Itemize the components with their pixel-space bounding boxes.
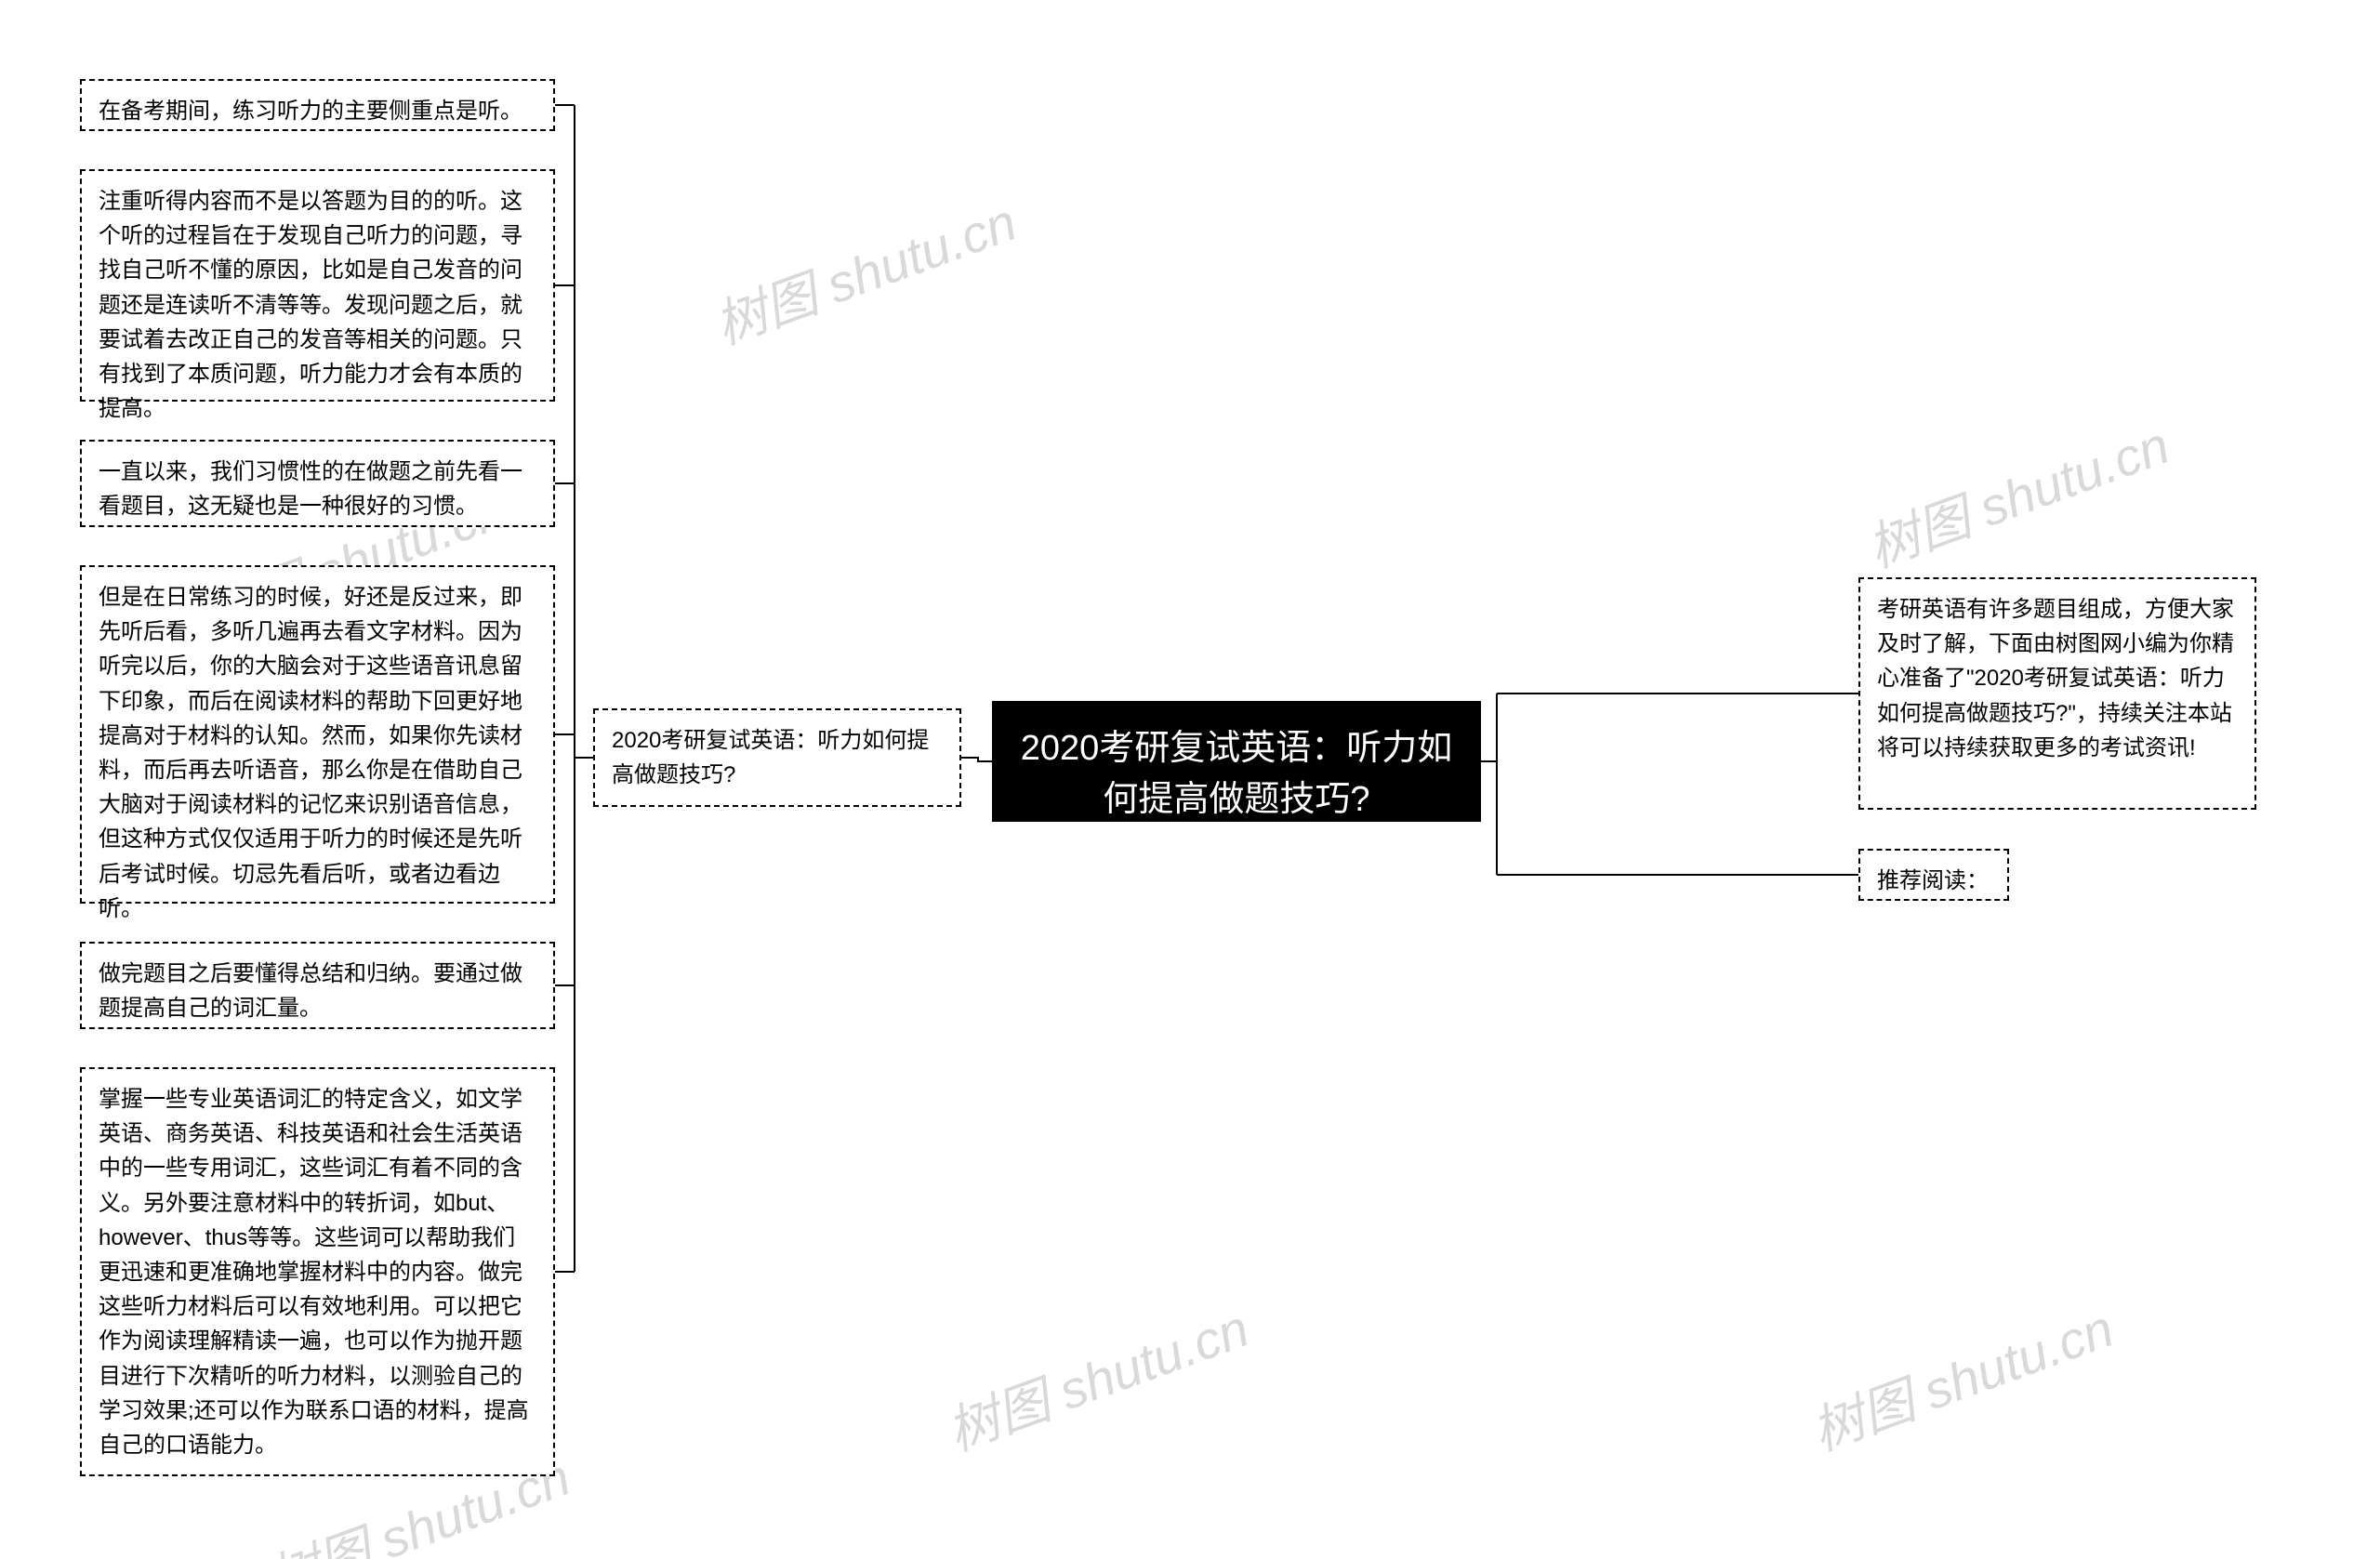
- right-leaf-2: 推荐阅读：: [1858, 849, 2009, 901]
- center-node: 2020考研复试英语：听力如何提高做题技巧?: [992, 701, 1481, 822]
- left-leaf-3: 一直以来，我们习惯性的在做题之前先看一看题目，这无疑也是一种很好的习惯。: [80, 440, 555, 527]
- left-branch-node: 2020考研复试英语：听力如何提高做题技巧?: [593, 708, 961, 807]
- left-leaf-6: 掌握一些专业英语词汇的特定含义，如文学英语、商务英语、科技英语和社会生活英语中的…: [80, 1067, 555, 1476]
- left-leaf-5: 做完题目之后要懂得总结和归纳。要通过做题提高自己的词汇量。: [80, 942, 555, 1029]
- watermark: 树图 shutu.cn: [1856, 403, 2178, 582]
- left-leaf-2: 注重听得内容而不是以答题为目的的听。这个听的过程旨在于发现自己听力的问题，寻找自…: [80, 169, 555, 402]
- watermark: 树图 shutu.cn: [703, 180, 1025, 359]
- left-leaf-1: 在备考期间，练习听力的主要侧重点是听。: [80, 79, 555, 131]
- watermark: 树图 shutu.cn: [1800, 1287, 2122, 1465]
- left-leaf-4: 但是在日常练习的时候，好还是反过来，即先听后看，多听几遍再去看文字材料。因为听完…: [80, 565, 555, 904]
- right-leaf-1: 考研英语有许多题目组成，方便大家及时了解，下面由树图网小编为你精心准备了"202…: [1858, 577, 2256, 810]
- watermark: 树图 shutu.cn: [935, 1287, 1258, 1465]
